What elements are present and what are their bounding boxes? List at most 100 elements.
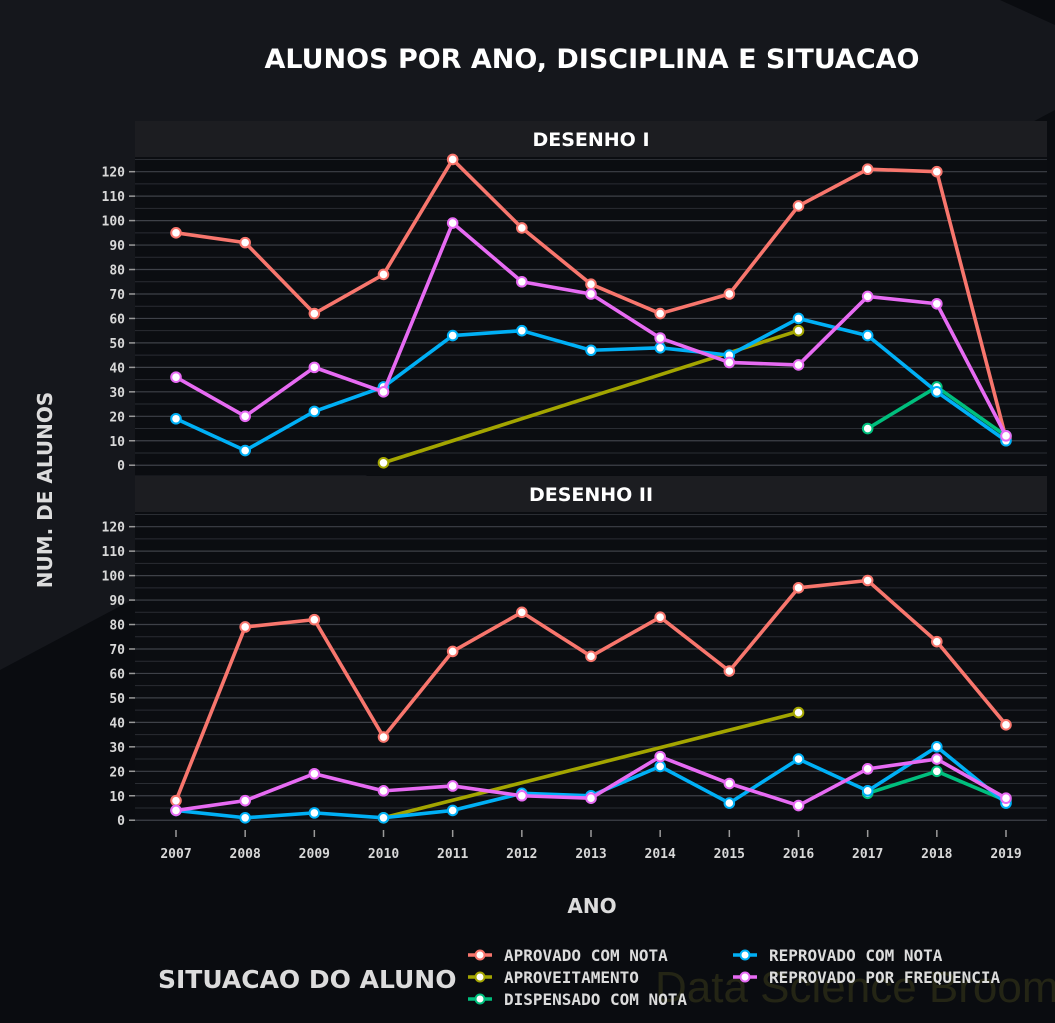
data-point	[239, 410, 251, 423]
data-point	[516, 789, 528, 802]
panel-2: DESENHO II 0 10 20 30 40 50 60 70 80 90 100 110 120	[102, 476, 1047, 830]
data-point	[861, 329, 874, 342]
data-point	[1000, 719, 1012, 731]
y-tick-label: 20	[109, 765, 125, 780]
data-point	[931, 297, 943, 310]
y-tick-label: 10	[109, 435, 125, 450]
data-point	[516, 324, 528, 337]
data-point	[446, 780, 459, 792]
data-point	[446, 329, 459, 342]
data-point	[861, 785, 874, 797]
y-tick-label: 60	[109, 312, 125, 327]
series-aprovado	[170, 574, 1012, 807]
data-point	[377, 268, 390, 281]
y-tick-label: 0	[117, 814, 125, 829]
y-tick-label: 30	[109, 386, 125, 401]
y-tick-label: 60	[109, 667, 125, 682]
data-point	[931, 765, 943, 778]
legend-item-dispensado: DISPENSADO COM NOTA	[468, 990, 687, 1009]
data-point	[377, 731, 390, 743]
x-tick-label: 2013	[575, 847, 606, 862]
legend-item-label: DISPENSADO COM NOTA	[504, 990, 687, 1009]
x-tick-label: 2016	[783, 847, 814, 862]
y-tick-label: 70	[109, 643, 125, 658]
data-point	[446, 804, 459, 817]
panel-strip-background	[135, 121, 1047, 157]
series-aprovado	[170, 153, 1012, 445]
data-point	[792, 200, 805, 212]
panel-strip-label: DESENHO I	[532, 129, 649, 151]
data-point	[377, 785, 390, 797]
data-point	[654, 750, 666, 763]
y-tick-label: 100	[102, 215, 126, 230]
data-point	[792, 582, 805, 594]
y-tick-label: 40	[109, 716, 125, 731]
panel-plot-background	[135, 512, 1047, 830]
data-point	[239, 236, 251, 249]
series-reprovado_freq	[170, 217, 1012, 442]
data-point	[170, 794, 182, 807]
panel-plot-background	[135, 157, 1047, 475]
x-tick-label: 2009	[299, 847, 330, 862]
x-axis-ticks: 2007 2008 2009 2010 2011 2012 2013 2014 2015 2016…	[160, 830, 1022, 862]
data-point	[792, 799, 805, 812]
x-tick-label: 2008	[230, 847, 261, 862]
chart-title: ALUNOS POR ANO, DISCIPLINA E SITUACAO	[264, 44, 919, 75]
data-point	[723, 797, 736, 809]
data-point	[585, 792, 597, 805]
data-point	[931, 165, 943, 178]
data-point	[654, 307, 666, 320]
data-point	[792, 753, 805, 765]
y-tick-label: 90	[109, 594, 125, 609]
legend-item-label: APROVEITAMENTO	[504, 968, 639, 987]
data-point	[377, 386, 390, 398]
data-point	[239, 621, 251, 633]
panel-1: DESENHO I 0 10 20 30 40 50 60 70 80 90 100 110 120	[102, 121, 1047, 475]
y-tick-label: 120	[102, 521, 126, 536]
data-point	[308, 767, 321, 780]
watermark: Data Science Broom	[655, 963, 1055, 1012]
data-point	[170, 412, 182, 425]
data-point	[308, 405, 321, 418]
x-tick-label: 2015	[714, 847, 745, 862]
legend-item-reprovado_nota: REPROVADO COM NOTA	[733, 946, 943, 965]
data-point	[723, 777, 736, 790]
data-point	[931, 741, 943, 753]
data-point	[1000, 430, 1012, 442]
y-axis-title: NUM. DE ALUNOS	[33, 392, 57, 589]
legend-key-point	[474, 949, 486, 961]
data-point	[585, 278, 597, 291]
data-point	[516, 275, 528, 288]
panel-strip-label: DESENHO II	[529, 484, 653, 506]
legend-title: SITUACAO DO ALUNO	[158, 965, 456, 994]
data-point	[654, 342, 666, 354]
legend-key-point	[739, 949, 751, 961]
y-tick-label: 40	[109, 361, 125, 376]
data-point	[723, 356, 736, 369]
data-point	[585, 288, 597, 300]
data-point	[861, 763, 874, 775]
data-point	[723, 288, 736, 300]
data-point	[585, 344, 597, 357]
y-tick-label: 110	[102, 190, 126, 205]
x-tick-label: 2014	[645, 847, 676, 862]
x-tick-label: 2019	[990, 847, 1021, 862]
data-point	[792, 324, 805, 337]
data-point	[170, 227, 182, 239]
y-tick-label: 30	[109, 741, 125, 756]
legend-item-label: REPROVADO POR FREQUENCIA	[769, 968, 1001, 987]
y-tick-label: 20	[109, 410, 125, 425]
data-point	[792, 312, 805, 325]
y-tick-label: 90	[109, 239, 125, 254]
legend-item-label: APROVADO COM NOTA	[504, 946, 668, 965]
x-tick-label: 2017	[852, 847, 883, 862]
y-tick-label: 10	[109, 790, 125, 805]
chart-panels: DESENHO I0102030405060708090100110120DES…	[102, 121, 1047, 830]
data-point	[931, 753, 943, 765]
data-point	[170, 371, 182, 383]
y-tick-label: 120	[102, 166, 126, 181]
data-point	[308, 613, 321, 626]
legend-item-aprovado: APROVADO COM NOTA	[468, 946, 668, 965]
legend-item-label: REPROVADO COM NOTA	[769, 946, 943, 965]
